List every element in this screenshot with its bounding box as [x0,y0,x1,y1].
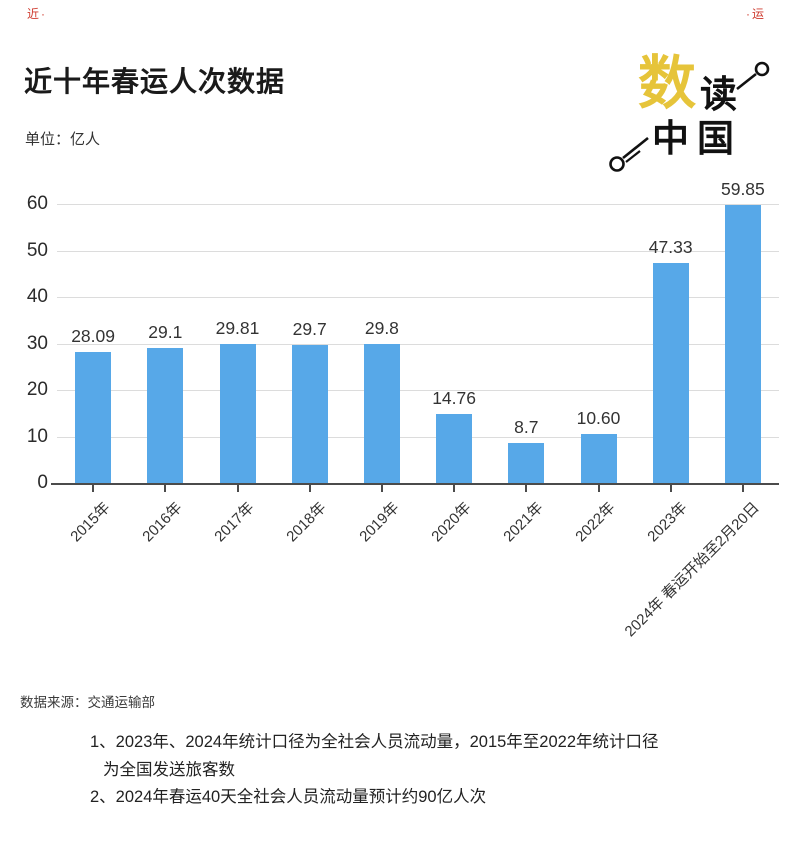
logo-char-shu: 数 [638,49,697,117]
y-axis-tick-label: 40 [26,286,48,307]
page-title: 近十年春运人次数据 [24,66,286,97]
x-axis-line [51,483,779,485]
bar [147,347,184,483]
bar-value-label: 10.60 [576,407,621,428]
footnote-line: 为全国发送旅客数 [103,760,235,779]
bar [291,344,328,483]
corner-watermark-left: 近· [27,7,47,21]
gridline [57,390,779,391]
x-axis-tick-label: 2024年 春运开始至2月20日 [621,499,764,641]
bar [652,262,689,483]
x-axis-tick [380,485,383,492]
x-axis-tick-label: 2016年 [139,499,186,546]
y-axis-tick-label: 50 [26,239,48,261]
bar-value-label: 14.76 [432,388,476,409]
y-axis-tick-label: 10 [26,425,48,447]
logo-needle-decoration [609,61,770,172]
footnotes: 1、2023年、2024年统计口径为全社会人员流动量，2015年至2022年统计… [90,729,659,812]
x-axis-tick-label: 2020年 [428,499,475,546]
footnote-line: 2、2024年春运40天全社会人员流动量预计约90亿人次 [90,788,487,806]
x-axis-tick [597,485,600,492]
x-axis-tick [308,485,311,492]
bar-value-label: 29.81 [215,318,260,339]
bar-value-label: 28.09 [71,326,115,347]
x-axis-tick [453,485,456,492]
gridline [57,343,779,345]
bar-value-label: 47.33 [648,236,693,257]
x-axis-tick-label: 2019年 [355,499,403,546]
bar-value-label: 29.8 [364,318,399,339]
x-axis-tick-label: 2018年 [283,499,330,546]
x-axis-tick [741,485,744,492]
y-axis-tick-label: 0 [37,472,48,493]
gridline [57,297,779,298]
y-axis-tick-label: 20 [26,379,48,400]
bar [363,344,400,483]
x-axis-tick-label: 2015年 [67,499,114,546]
x-axis-tick-label: 2022年 [572,499,619,546]
logo-char-du: 读 [700,72,737,116]
y-axis-tick-label: 60 [26,193,48,214]
footnote-line: 1、2023年、2024年统计口径为全社会人员流动量，2015年至2022年统计… [90,733,659,751]
gridline [57,436,779,438]
gridline [57,204,779,205]
y-axis-tick-label: 30 [26,332,48,354]
unit-label: 单位：亿人 [25,131,101,148]
x-axis-tick-label: 2021年 [500,499,547,546]
gridline [57,250,779,252]
x-axis-tick-label: 2023年 [644,499,691,546]
bar [508,442,545,483]
data-source-note: 数据来源：交通运输部 [20,695,155,710]
bar [436,414,473,483]
bar-value-label: 29.1 [148,321,183,342]
x-axis-tick [92,485,95,492]
logo-chars-zhongguo: 中国 [652,116,742,160]
bar [580,433,617,483]
corner-watermark-right: ·运 [746,7,766,21]
x-axis-tick [164,485,167,492]
bar [724,204,761,483]
shudu-zhongguo-logo: 数 读 中国 [606,52,786,177]
x-axis-tick-label: 2017年 [211,499,258,546]
bar-value-label: 59.85 [720,178,765,199]
bar [75,352,112,483]
bar [219,344,256,483]
bar-value-label: 29.7 [292,318,327,339]
x-axis-tick [236,485,239,492]
x-axis-tick [669,485,672,492]
x-axis-tick [525,485,528,492]
bar-value-label: 8.7 [514,416,539,437]
